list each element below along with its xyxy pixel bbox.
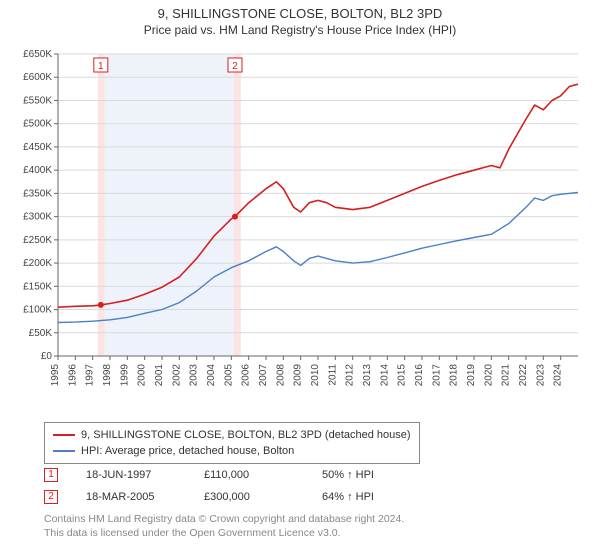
svg-text:£600K: £600K bbox=[23, 72, 52, 83]
svg-text:2006: 2006 bbox=[241, 364, 252, 387]
event-delta-2: 64% ↑ HPI bbox=[322, 486, 412, 508]
svg-text:2016: 2016 bbox=[414, 364, 425, 387]
footnote-line1: Contains HM Land Registry data © Crown c… bbox=[44, 512, 404, 526]
svg-text:£200K: £200K bbox=[23, 258, 52, 269]
event-price-2: £300,000 bbox=[204, 486, 294, 508]
svg-text:£100K: £100K bbox=[23, 305, 52, 316]
event-row-1: 1 18-JUN-1997 £110,000 50% ↑ HPI bbox=[44, 464, 412, 486]
svg-text:2021: 2021 bbox=[501, 364, 512, 387]
svg-text:2012: 2012 bbox=[345, 364, 356, 387]
svg-text:£550K: £550K bbox=[23, 95, 52, 106]
line-chart: £0 £50K £100K £150K £200K £250K £300K £350K £400… bbox=[10, 44, 590, 414]
svg-text:2019: 2019 bbox=[466, 364, 477, 387]
svg-text:£250K: £250K bbox=[23, 235, 52, 246]
svg-text:2007: 2007 bbox=[258, 364, 269, 387]
svg-text:2004: 2004 bbox=[206, 364, 217, 387]
svg-text:2002: 2002 bbox=[171, 364, 182, 387]
event-delta-1: 50% ↑ HPI bbox=[322, 464, 412, 486]
chart-title: 9, SHILLINGSTONE CLOSE, BOLTON, BL2 3PD bbox=[0, 0, 600, 21]
footnote-line2: This data is licensed under the Open Gov… bbox=[44, 526, 404, 540]
svg-text:2008: 2008 bbox=[275, 364, 286, 387]
svg-text:£650K: £650K bbox=[23, 49, 52, 60]
legend-label-price: 9, SHILLINGSTONE CLOSE, BOLTON, BL2 3PD … bbox=[81, 427, 411, 443]
legend-label-hpi: HPI: Average price, detached house, Bolt… bbox=[81, 443, 294, 459]
event-row-2: 2 18-MAR-2005 £300,000 64% ↑ HPI bbox=[44, 486, 412, 508]
svg-text:2018: 2018 bbox=[449, 364, 460, 387]
svg-text:£500K: £500K bbox=[23, 119, 52, 130]
svg-text:2005: 2005 bbox=[223, 364, 234, 387]
legend-swatch-hpi bbox=[53, 450, 75, 452]
svg-text:2014: 2014 bbox=[379, 364, 390, 387]
svg-text:1: 1 bbox=[98, 61, 104, 72]
svg-text:2024: 2024 bbox=[553, 364, 564, 387]
svg-text:1995: 1995 bbox=[50, 364, 61, 387]
event-list: 1 18-JUN-1997 £110,000 50% ↑ HPI 2 18-MA… bbox=[44, 464, 412, 508]
event-badge-1: 1 bbox=[44, 468, 58, 482]
svg-text:2003: 2003 bbox=[189, 364, 200, 387]
svg-text:2010: 2010 bbox=[310, 364, 321, 387]
legend-swatch-price bbox=[53, 434, 75, 436]
svg-text:2: 2 bbox=[232, 61, 238, 72]
svg-text:2017: 2017 bbox=[431, 364, 442, 387]
svg-text:1998: 1998 bbox=[102, 364, 113, 387]
event-price-1: £110,000 bbox=[204, 464, 294, 486]
svg-text:£300K: £300K bbox=[23, 212, 52, 223]
legend-row-hpi: HPI: Average price, detached house, Bolt… bbox=[53, 443, 411, 459]
svg-text:2023: 2023 bbox=[535, 364, 546, 387]
svg-text:1999: 1999 bbox=[119, 364, 130, 387]
event-badge-2: 2 bbox=[44, 490, 58, 504]
svg-text:£350K: £350K bbox=[23, 188, 52, 199]
svg-text:1997: 1997 bbox=[85, 364, 96, 387]
chart-container: 9, SHILLINGSTONE CLOSE, BOLTON, BL2 3PD … bbox=[0, 0, 600, 560]
chart-subtitle: Price paid vs. HM Land Registry's House … bbox=[0, 21, 600, 37]
svg-text:£450K: £450K bbox=[23, 142, 52, 153]
svg-text:2001: 2001 bbox=[154, 364, 165, 387]
svg-text:£400K: £400K bbox=[23, 165, 52, 176]
svg-text:2020: 2020 bbox=[483, 364, 494, 387]
footnote: Contains HM Land Registry data © Crown c… bbox=[44, 512, 404, 540]
event-date-1: 18-JUN-1997 bbox=[86, 464, 176, 486]
svg-text:£50K: £50K bbox=[29, 328, 53, 339]
svg-text:2009: 2009 bbox=[293, 364, 304, 387]
legend-row-price: 9, SHILLINGSTONE CLOSE, BOLTON, BL2 3PD … bbox=[53, 427, 411, 443]
svg-text:£0: £0 bbox=[41, 351, 53, 362]
svg-text:1996: 1996 bbox=[67, 364, 78, 387]
svg-text:2000: 2000 bbox=[137, 364, 148, 387]
svg-text:2022: 2022 bbox=[518, 364, 529, 387]
svg-text:2015: 2015 bbox=[397, 364, 408, 387]
event-date-2: 18-MAR-2005 bbox=[86, 486, 176, 508]
svg-text:2011: 2011 bbox=[327, 364, 338, 386]
svg-text:2013: 2013 bbox=[362, 364, 373, 387]
legend: 9, SHILLINGSTONE CLOSE, BOLTON, BL2 3PD … bbox=[44, 422, 420, 464]
chart-area: £0 £50K £100K £150K £200K £250K £300K £350K £400… bbox=[10, 44, 590, 414]
svg-text:£150K: £150K bbox=[23, 281, 52, 292]
